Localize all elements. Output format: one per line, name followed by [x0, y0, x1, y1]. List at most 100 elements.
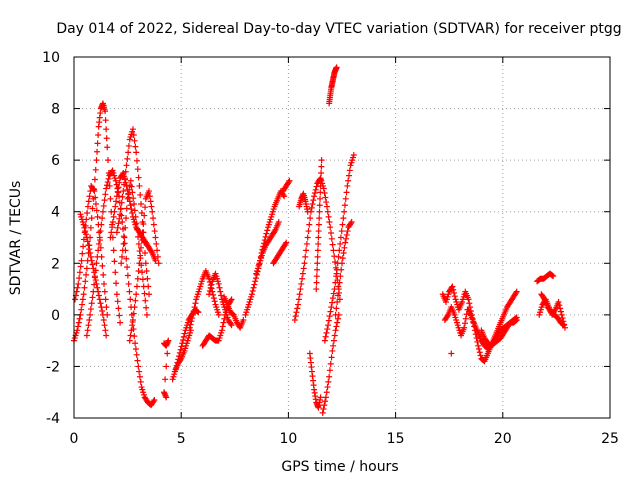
data-point	[99, 311, 106, 318]
data-point	[150, 215, 157, 222]
data-point	[82, 278, 89, 285]
data-point	[321, 190, 328, 197]
data-point	[92, 267, 99, 274]
data-point	[297, 286, 304, 293]
data-point	[559, 315, 566, 322]
data-point	[296, 291, 303, 298]
data-point	[118, 253, 125, 260]
data-point	[148, 203, 155, 210]
data-point	[88, 300, 95, 307]
data-point	[323, 389, 330, 396]
data-point	[83, 231, 90, 238]
data-point	[146, 291, 153, 298]
data-point	[87, 224, 94, 231]
data-point	[322, 194, 329, 201]
data-point	[315, 240, 322, 247]
data-point	[325, 378, 332, 385]
x-tick-label: 20	[494, 431, 512, 447]
data-point	[282, 240, 289, 247]
data-point	[334, 292, 341, 299]
data-point	[320, 405, 327, 412]
data-point	[80, 291, 87, 298]
data-point	[103, 304, 110, 311]
data-point	[125, 191, 132, 198]
y-tick-label: 0	[51, 308, 60, 324]
data-point	[210, 291, 217, 298]
data-point	[275, 219, 282, 226]
data-point	[97, 300, 104, 307]
data-point	[315, 234, 322, 241]
data-point	[341, 208, 348, 215]
data-point	[149, 208, 156, 215]
data-point	[144, 275, 151, 282]
data-point	[322, 398, 329, 405]
data-point	[337, 240, 344, 247]
data-point	[108, 229, 115, 236]
data-point	[123, 162, 130, 169]
data-point	[91, 274, 98, 281]
data-point	[84, 327, 91, 334]
data-point	[189, 315, 196, 322]
data-point	[136, 368, 143, 375]
data-point	[86, 246, 93, 253]
data-point	[126, 288, 133, 295]
data-point	[181, 330, 188, 337]
data-point	[139, 269, 146, 276]
data-point	[332, 258, 339, 265]
data-point	[117, 319, 124, 326]
data-point	[141, 290, 148, 297]
data-point	[316, 215, 323, 222]
data-point	[76, 275, 83, 282]
data-point	[137, 252, 144, 259]
data-point	[335, 253, 342, 260]
data-point	[135, 174, 142, 181]
data-point	[227, 320, 234, 327]
data-point	[325, 213, 332, 220]
data-point	[163, 394, 170, 401]
data-point	[332, 327, 339, 334]
data-point	[105, 157, 112, 164]
data-point	[74, 327, 81, 334]
data-point	[100, 202, 107, 209]
data-point	[125, 280, 132, 287]
data-point	[323, 199, 330, 206]
data-point	[127, 177, 134, 184]
data-point	[85, 322, 92, 329]
data-point	[314, 266, 321, 273]
data-point	[96, 229, 103, 236]
data-point	[102, 191, 109, 198]
data-point	[138, 237, 145, 244]
data-point	[148, 248, 155, 255]
data-point	[102, 327, 109, 334]
data-point	[122, 215, 129, 222]
data-point	[81, 284, 88, 291]
data-point	[339, 260, 345, 267]
data-point	[154, 253, 161, 260]
data-point	[462, 315, 469, 322]
data-point	[119, 247, 126, 254]
data-point	[124, 155, 131, 162]
data-point	[123, 255, 130, 262]
data-point	[151, 396, 158, 403]
data-point	[333, 323, 340, 330]
data-point	[134, 226, 141, 233]
data-point	[191, 304, 198, 311]
data-point	[343, 231, 350, 238]
data-point	[132, 213, 139, 220]
data-point	[131, 200, 138, 207]
data-point	[75, 319, 82, 326]
data-point	[339, 221, 346, 228]
data-point	[251, 281, 258, 288]
data-point	[94, 213, 101, 220]
data-point	[228, 322, 235, 329]
data-point	[133, 220, 140, 227]
data-point	[216, 284, 223, 291]
data-point	[299, 270, 306, 277]
data-point	[92, 200, 99, 207]
data-point	[90, 186, 97, 193]
data-point	[142, 297, 149, 304]
data-point	[90, 288, 97, 295]
data-point	[164, 350, 171, 357]
data-point	[95, 247, 102, 254]
data-point	[102, 296, 109, 303]
